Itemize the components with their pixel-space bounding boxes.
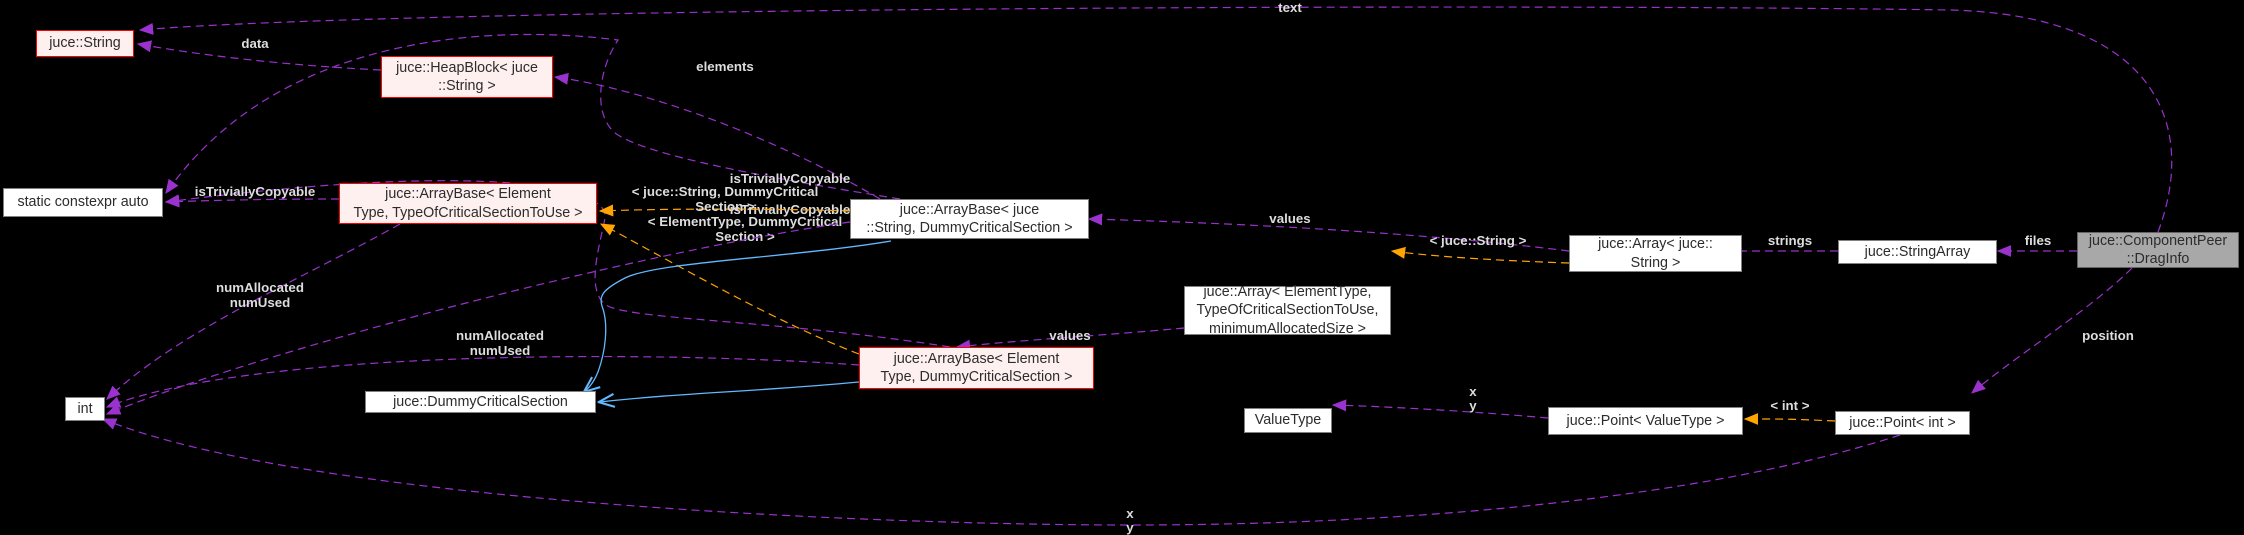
svg-text:numAllocated: numAllocated bbox=[216, 280, 304, 295]
svg-text:Section >: Section > bbox=[695, 199, 755, 214]
svg-text:strings: strings bbox=[1768, 233, 1812, 248]
svg-text:values: values bbox=[1049, 328, 1090, 343]
svg-text:position: position bbox=[2082, 328, 2134, 343]
svg-text:values: values bbox=[1269, 211, 1310, 226]
svg-text:files: files bbox=[2025, 233, 2052, 248]
svg-text:< ElementType, DummyCritical: < ElementType, DummyCritical bbox=[648, 214, 842, 229]
svg-text:isTriviallyCopyable: isTriviallyCopyable bbox=[195, 184, 315, 199]
svg-text:numAllocated: numAllocated bbox=[456, 328, 544, 343]
svg-text:x: x bbox=[1126, 506, 1134, 521]
svg-text:y: y bbox=[1126, 520, 1134, 535]
svg-text:< int >: < int > bbox=[1770, 398, 1809, 413]
svg-text:text: text bbox=[1278, 0, 1302, 15]
svg-text:x: x bbox=[1469, 384, 1477, 399]
svg-text:< juce::String >: < juce::String > bbox=[1430, 233, 1527, 248]
svg-text:elements: elements bbox=[696, 59, 754, 74]
svg-text:data: data bbox=[241, 36, 269, 51]
svg-text:Section >: Section > bbox=[715, 229, 775, 244]
svg-text:< juce::String, DummyCritical: < juce::String, DummyCritical bbox=[632, 184, 819, 199]
svg-text:numUsed: numUsed bbox=[230, 295, 291, 310]
svg-text:numUsed: numUsed bbox=[470, 343, 531, 358]
svg-text:y: y bbox=[1469, 398, 1477, 413]
